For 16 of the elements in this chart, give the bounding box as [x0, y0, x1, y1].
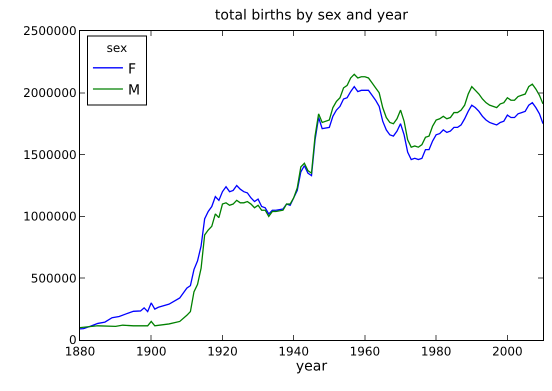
x-axis-title: year: [296, 358, 328, 374]
y-tick-label: 500000: [30, 271, 77, 286]
legend-label: F: [128, 61, 136, 78]
y-tick-label: 1000000: [23, 210, 77, 224]
y-tick-label: 1500000: [23, 148, 77, 162]
y-tick-label: 2500000: [23, 24, 77, 38]
legend-label: M: [128, 82, 140, 98]
x-tick-label: 1940: [278, 344, 309, 358]
x-tick-label: 1920: [207, 344, 238, 358]
x-tick-label: 2000: [492, 344, 523, 358]
x-tick-label: 1960: [350, 344, 380, 358]
x-tick-label: 1980: [420, 344, 452, 358]
legend-title: sex: [106, 41, 128, 56]
chart-title: total births by sex and year: [214, 8, 408, 24]
y-tick-label: 2000000: [23, 86, 77, 100]
x-tick-label: 1900: [136, 344, 167, 358]
